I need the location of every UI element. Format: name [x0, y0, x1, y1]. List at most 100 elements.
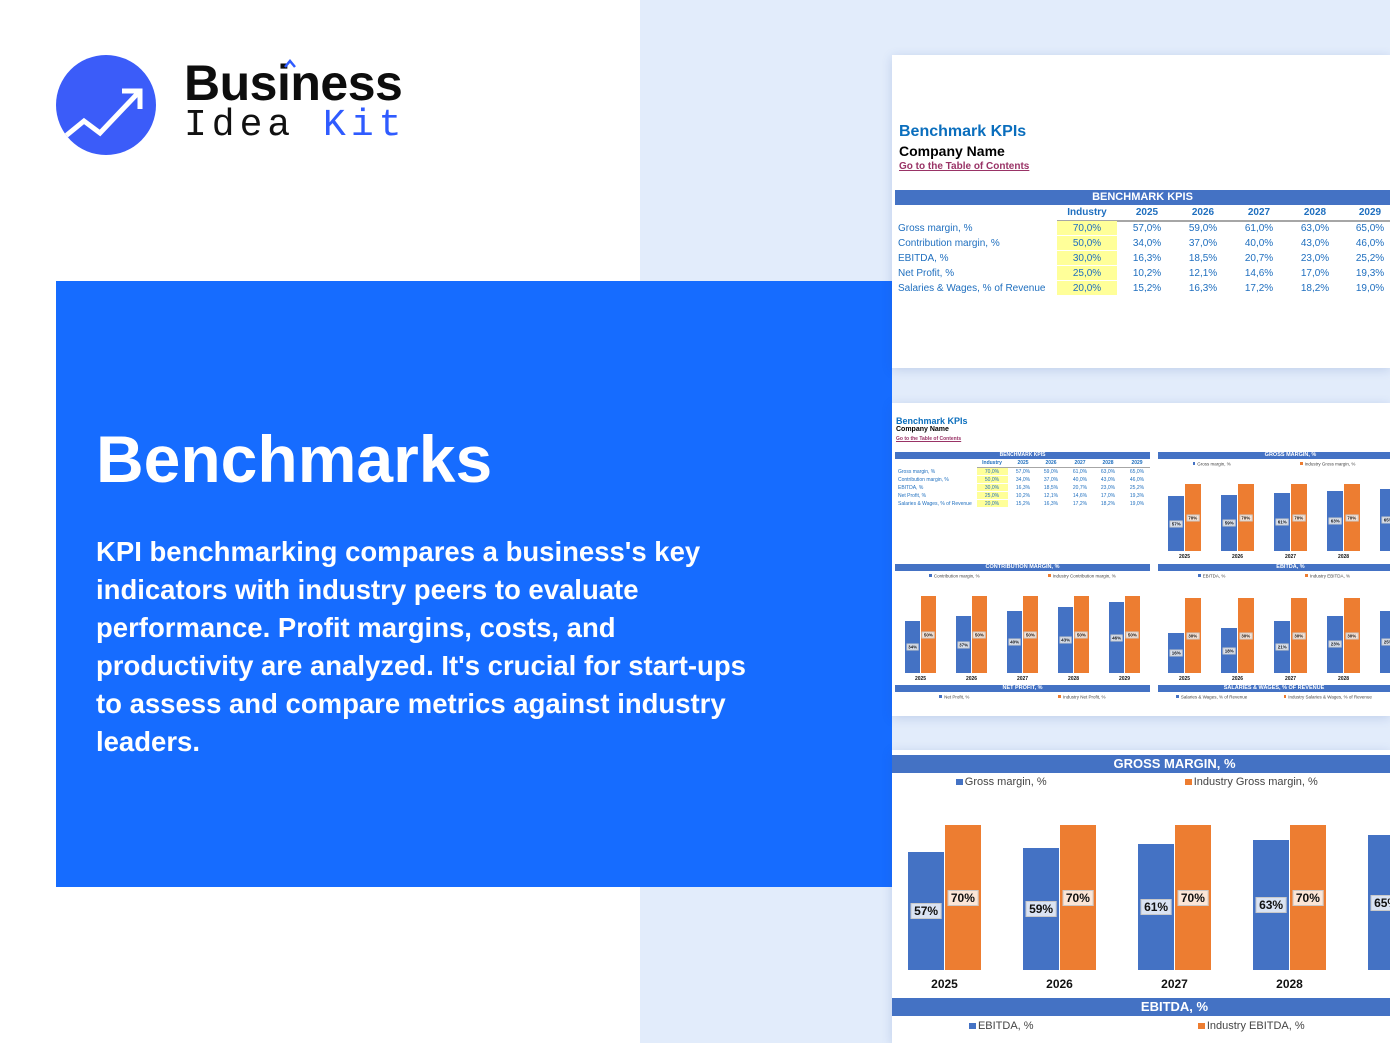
- legend-item: Contribution margin, %: [929, 573, 980, 578]
- legend-label: Industry Salaries & Wages, % of Revenue: [1288, 694, 1372, 700]
- data-label-company: 25%: [1381, 638, 1390, 646]
- x-tick-label: 2025: [1178, 554, 1191, 560]
- chart-header-bar: SALARIES & WAGES, % OF REVENUE: [1158, 685, 1390, 692]
- legend-label: Gross margin, %: [964, 776, 1047, 789]
- column-header: Industry: [1067, 207, 1107, 218]
- chart-legend: EBITDA, % Industry EBITDA, %: [892, 1020, 1387, 1032]
- table-cell: 20,0%: [1072, 283, 1102, 294]
- data-label-industry: 50%: [1074, 631, 1088, 638]
- data-label-company: 63%: [1255, 896, 1287, 913]
- legend-item: Gross margin, %: [956, 776, 1047, 788]
- data-label-industry: 30%: [1345, 632, 1359, 639]
- legend-label: Industry Net Profit, %: [1063, 694, 1106, 700]
- table-cell: 19,3%: [1129, 493, 1145, 499]
- table-cell: 59,0%: [1043, 469, 1059, 475]
- industry-cell-highlight: [1057, 221, 1117, 235]
- table-cell: 15,2%: [1132, 283, 1162, 294]
- company-name: Company Name: [896, 426, 949, 433]
- table-of-contents-link[interactable]: Go to the Table of Contents: [899, 161, 1030, 172]
- legend-label: Net Profit, %: [944, 694, 970, 700]
- legend-label: Industry EBITDA, %: [1310, 573, 1351, 579]
- column-header: Industry: [982, 460, 1002, 466]
- chart-legend: Salaries & Wages, % of Revenue Industry S…: [1158, 694, 1390, 699]
- table-cell: 17,0%: [1300, 268, 1330, 279]
- table-row: EBITDA, % 30,0% 16,3% 18,5% 20,7% 23,0% 25,2%: [892, 484, 1390, 492]
- industry-cell-highlight: [1057, 281, 1117, 295]
- legend-swatch-company: [1197, 574, 1201, 578]
- legend-swatch-industry: [1058, 695, 1062, 699]
- table-cell: 40,0%: [1072, 477, 1088, 483]
- legend-swatch-industry: [1283, 695, 1287, 699]
- x-tick-label: 2027: [1284, 554, 1297, 560]
- data-label-company: 57%: [1169, 520, 1183, 528]
- table-cell: 59,0%: [1188, 223, 1218, 234]
- legend-swatch-industry: [1305, 574, 1309, 578]
- legend-item: Industry Gross margin, %: [1185, 776, 1318, 788]
- brand-name-line2: Idea Kit: [184, 104, 406, 147]
- table-cell: 61,0%: [1072, 469, 1088, 475]
- x-tick-label: 2027: [1284, 676, 1297, 682]
- data-label-industry: 70%: [1186, 514, 1200, 521]
- table-row: Gross margin, % 70,0% 57,0% 59,0% 61,0% 63,0%…: [892, 221, 1390, 236]
- data-label-company: 63%: [1328, 517, 1342, 525]
- table-cell: 30,0%: [1072, 253, 1102, 264]
- table-cell: 25,2%: [1355, 253, 1385, 264]
- header-underline: [1057, 220, 1390, 223]
- row-label: Gross margin, %: [898, 469, 936, 475]
- table-cell: 20,7%: [1244, 253, 1274, 264]
- table-cell: 19,0%: [1129, 501, 1145, 507]
- data-label-company: 65%: [1370, 894, 1390, 911]
- table-cell: 65,0%: [1129, 469, 1145, 475]
- table-cell: 50,0%: [984, 477, 1000, 483]
- legend-label: Salaries & Wages, % of Revenue: [1180, 694, 1248, 700]
- table-cell: 57,0%: [1015, 469, 1031, 475]
- column-header: 2028: [1102, 460, 1114, 466]
- column-header: 2028: [1303, 207, 1327, 218]
- data-label-company: 61%: [1140, 898, 1172, 915]
- table-cell: 16,3%: [1043, 501, 1059, 507]
- column-header: 2029: [1358, 207, 1382, 218]
- legend-item: Net Profit, %: [939, 694, 969, 699]
- data-label-industry: 50%: [1125, 631, 1139, 638]
- table-of-contents-link[interactable]: Go to the Table of Contents: [896, 436, 962, 442]
- data-label-company: 40%: [1008, 638, 1021, 646]
- table-cell: 23,0%: [1100, 485, 1116, 491]
- table-cell: 16,3%: [1015, 485, 1031, 491]
- column-header: 2026: [1191, 207, 1215, 218]
- table-cell: 40,0%: [1244, 238, 1274, 249]
- table-cell: 37,0%: [1043, 477, 1059, 483]
- legend-swatch-industry: [1185, 778, 1192, 786]
- brand-word-idea: Idea: [184, 104, 296, 147]
- data-label-industry: 70%: [1345, 514, 1359, 521]
- data-label-industry: 70%: [947, 889, 979, 906]
- legend-item: EBITDA, %: [969, 1020, 1034, 1033]
- data-label-company: 16%: [1169, 649, 1183, 657]
- chart-legend: Contribution margin, % Industry Contribut…: [895, 573, 1150, 578]
- chart-header-bar: EBITDA, %: [892, 998, 1390, 1016]
- x-tick-label: 2025: [1178, 676, 1191, 682]
- table-cell: 43,0%: [1100, 477, 1116, 483]
- column-header: 2026: [1045, 460, 1057, 466]
- industry-cell-highlight: [977, 484, 1008, 491]
- data-label-industry: 30%: [1292, 632, 1306, 639]
- table-row: Salaries & Wages, % of Revenue 20,0% 15,2%…: [892, 281, 1390, 296]
- legend-label: EBITDA, %: [977, 1020, 1034, 1033]
- data-label-company: 59%: [1222, 519, 1236, 527]
- sheet-title: Benchmark KPIs: [896, 416, 968, 426]
- row-label: EBITDA, %: [898, 485, 924, 491]
- table-cell: 25,0%: [984, 493, 1000, 499]
- table-cell: 12,1%: [1188, 268, 1218, 279]
- table-cell: 10,2%: [1132, 268, 1162, 279]
- legend-item: Industry EBITDA, %: [1198, 1020, 1305, 1032]
- table-cell: 19,3%: [1355, 268, 1385, 279]
- legend-item: Industry Net Profit, %: [1058, 694, 1106, 700]
- industry-cell-highlight: [977, 476, 1008, 483]
- table-cell: 17,0%: [1100, 493, 1116, 499]
- row-label: Salaries & Wages, % of Revenue: [898, 501, 972, 507]
- data-label-industry: 50%: [921, 631, 935, 638]
- chart-legend: Gross margin, % Industry Gross margin, %: [1158, 461, 1390, 466]
- table-cell: 18,5%: [1188, 253, 1218, 264]
- data-label-company: 61%: [1275, 518, 1289, 526]
- table-cell: 43,0%: [1300, 238, 1330, 249]
- data-label-company: 23%: [1328, 640, 1342, 648]
